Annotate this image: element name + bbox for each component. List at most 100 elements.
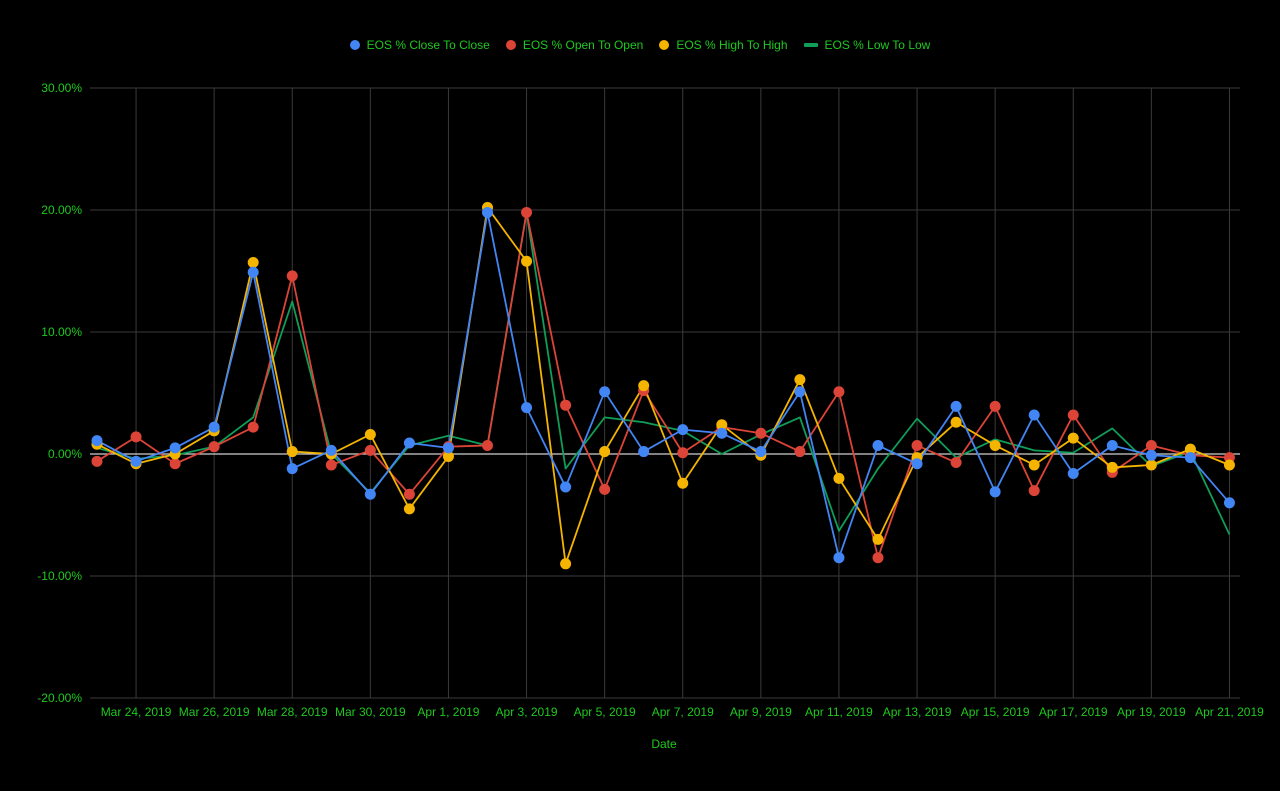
data-point[interactable] [1067, 432, 1079, 444]
data-point[interactable] [872, 552, 884, 564]
data-point[interactable] [794, 374, 806, 386]
y-tick-label: -10.00% [37, 569, 82, 583]
data-point[interactable] [716, 419, 728, 431]
legend-label: EOS % Open To Open [522, 38, 644, 52]
data-point[interactable] [833, 386, 845, 398]
data-point[interactable] [989, 400, 1001, 412]
legend-swatch [505, 40, 516, 50]
data-point[interactable] [599, 446, 611, 458]
data-point[interactable] [950, 457, 962, 469]
data-point[interactable] [1106, 439, 1118, 451]
data-point[interactable] [1223, 497, 1235, 509]
data-point[interactable] [247, 256, 259, 268]
data-point[interactable] [755, 427, 767, 439]
data-point[interactable] [677, 424, 689, 436]
data-point[interactable] [1028, 485, 1040, 497]
data-point[interactable] [91, 435, 103, 447]
data-point[interactable] [208, 441, 220, 453]
series-line [96, 211, 1231, 559]
data-point[interactable] [208, 421, 220, 433]
data-point[interactable] [364, 488, 376, 500]
legend-item-2[interactable]: EOS % Open To Open [505, 38, 644, 52]
data-point[interactable] [1184, 443, 1196, 455]
data-point[interactable] [638, 446, 650, 458]
data-point[interactable] [560, 399, 572, 411]
data-point[interactable] [677, 447, 689, 459]
series-2-points [91, 206, 1235, 564]
data-point[interactable] [1223, 459, 1235, 471]
data-point[interactable] [989, 439, 1001, 451]
data-point[interactable] [130, 455, 142, 467]
data-point[interactable] [286, 463, 298, 475]
data-point[interactable] [1028, 409, 1040, 421]
data-point[interactable] [169, 458, 181, 470]
data-point[interactable] [1067, 409, 1079, 421]
x-tick-label: Apr 5, 2019 [574, 705, 636, 719]
data-point[interactable] [1028, 459, 1040, 471]
data-point[interactable] [482, 206, 493, 218]
data-point[interactable] [1145, 449, 1157, 461]
data-point[interactable] [911, 458, 923, 470]
data-point[interactable] [950, 400, 962, 412]
data-point[interactable] [833, 552, 845, 564]
data-point[interactable] [677, 477, 689, 489]
data-point[interactable] [169, 442, 181, 454]
y-tick-label: 30.00% [41, 81, 82, 95]
data-point[interactable] [130, 431, 142, 443]
data-point[interactable] [599, 483, 611, 495]
data-point[interactable] [989, 486, 1001, 498]
x-tick-label: Apr 1, 2019 [417, 705, 479, 719]
legend-label: EOS % Close To Close [366, 38, 490, 52]
legend: EOS % Close To Close EOS % Open To Open EO… [0, 38, 1280, 52]
y-axis-ticks: 30.00% 20.00% 10.00% 0.00% -10.00% -20.00% [37, 81, 82, 705]
legend-item-1[interactable]: EOS % Close To Close [349, 38, 490, 52]
y-tick-label: -20.00% [37, 691, 82, 705]
data-point[interactable] [872, 533, 884, 545]
data-point[interactable] [403, 437, 415, 449]
data-point[interactable] [1106, 461, 1118, 473]
data-point[interactable] [833, 472, 845, 484]
data-point[interactable] [1145, 439, 1157, 451]
x-axis-ticks: Mar 24, 2019 Mar 26, 2019 Mar 28, 2019 Mar … [101, 705, 1264, 719]
data-point[interactable] [364, 428, 376, 440]
data-point[interactable] [325, 444, 337, 456]
legend-label: EOS % High To High [676, 38, 788, 52]
x-tick-label: Mar 26, 2019 [179, 705, 250, 719]
data-point[interactable] [794, 446, 806, 458]
data-point[interactable] [247, 266, 259, 278]
x-tick-label: Mar 30, 2019 [335, 705, 406, 719]
data-point[interactable] [521, 402, 533, 414]
data-point[interactable] [1145, 459, 1157, 471]
data-point[interactable] [521, 255, 533, 267]
data-point[interactable] [599, 386, 611, 398]
series-line [96, 211, 1230, 559]
data-point[interactable] [794, 386, 806, 398]
data-point[interactable] [911, 439, 923, 451]
data-point[interactable] [872, 439, 884, 451]
data-point[interactable] [482, 439, 493, 451]
data-point[interactable] [403, 503, 415, 515]
data-point[interactable] [716, 427, 728, 439]
data-point[interactable] [91, 455, 103, 467]
data-point[interactable] [364, 444, 376, 456]
y-tick-label: 10.00% [41, 325, 82, 339]
data-point[interactable] [442, 450, 454, 462]
x-axis-title: Date [651, 737, 677, 751]
data-point[interactable] [286, 446, 298, 458]
data-point[interactable] [521, 206, 533, 218]
data-point[interactable] [560, 481, 572, 493]
data-point[interactable] [755, 446, 767, 458]
data-point[interactable] [403, 488, 415, 500]
data-point[interactable] [560, 558, 572, 570]
data-point[interactable] [950, 416, 962, 428]
data-point[interactable] [247, 421, 259, 433]
legend-item-4[interactable]: EOS % Low To Low [803, 38, 930, 52]
data-point[interactable] [325, 459, 337, 471]
data-point[interactable] [1184, 452, 1196, 464]
legend-item-3[interactable]: EOS % High To High [659, 38, 788, 52]
data-point[interactable] [286, 270, 298, 282]
data-point[interactable] [638, 380, 650, 392]
data-point[interactable] [1067, 468, 1079, 480]
data-point[interactable] [442, 442, 454, 454]
